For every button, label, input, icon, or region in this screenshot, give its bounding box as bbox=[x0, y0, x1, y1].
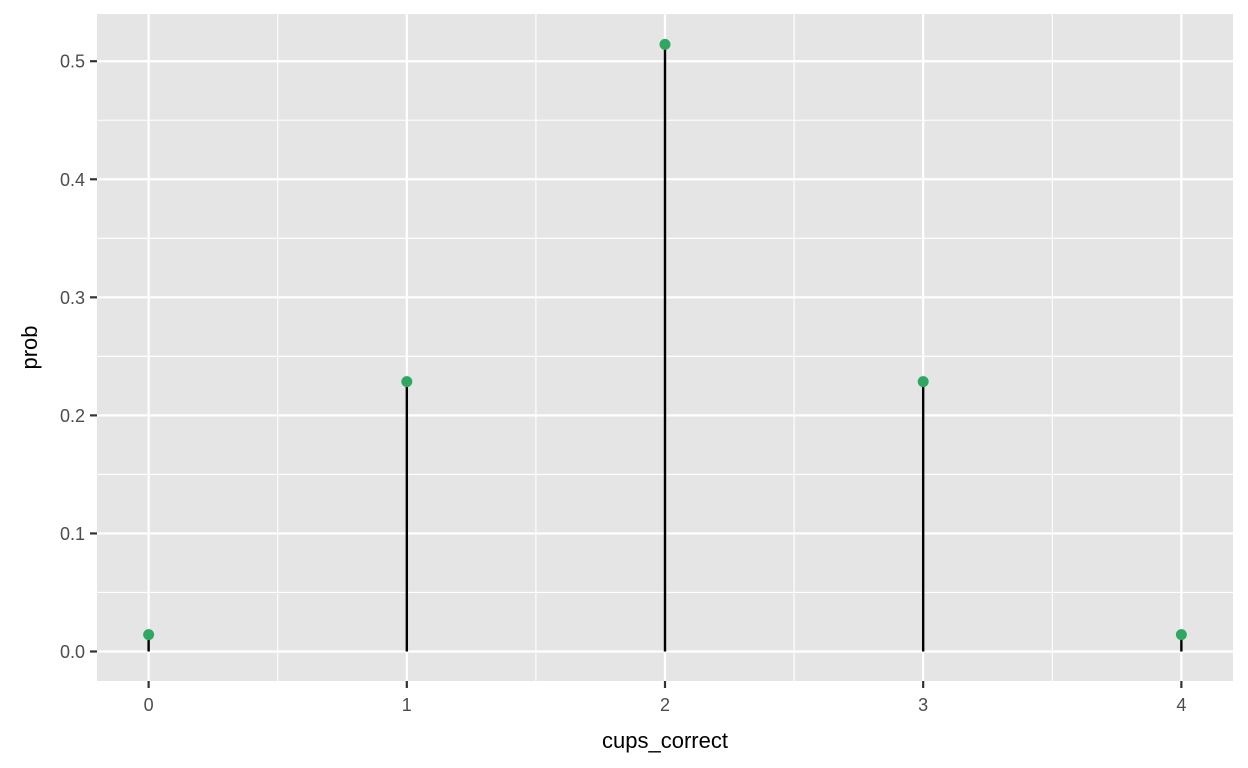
y-axis-title: prob bbox=[17, 325, 42, 369]
y-tick-label-1: 0.1 bbox=[60, 524, 85, 544]
x-tick-label-2: 2 bbox=[660, 695, 670, 715]
x-axis-title: cups_correct bbox=[602, 728, 728, 753]
point-4 bbox=[1175, 629, 1187, 641]
x-axis: 0 1 2 3 4 bbox=[144, 681, 1186, 715]
stems bbox=[147, 44, 1183, 652]
x-tick-label-4: 4 bbox=[1176, 695, 1186, 715]
y-tick-label-0: 0.0 bbox=[60, 642, 85, 662]
points bbox=[143, 38, 1187, 641]
y-tick-label-4: 0.4 bbox=[60, 170, 85, 190]
point-2 bbox=[659, 38, 671, 50]
y-tick-label-2: 0.2 bbox=[60, 406, 85, 426]
point-1 bbox=[401, 376, 413, 388]
y-tick-label-3: 0.3 bbox=[60, 288, 85, 308]
point-3 bbox=[917, 376, 929, 388]
point-0 bbox=[143, 629, 155, 641]
y-tick-label-5: 0.5 bbox=[60, 52, 85, 72]
x-tick-label-0: 0 bbox=[144, 695, 154, 715]
x-tick-label-1: 1 bbox=[402, 695, 412, 715]
y-axis: 0.0 0.1 0.2 0.3 0.4 0.5 bbox=[60, 52, 97, 662]
x-tick-label-3: 3 bbox=[918, 695, 928, 715]
